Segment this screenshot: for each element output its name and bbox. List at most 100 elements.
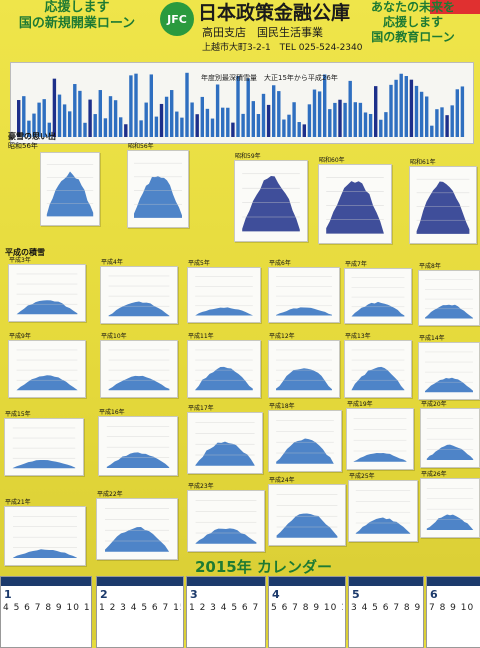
annual-snow-bar xyxy=(129,75,133,137)
snow-chart-year: 平成22年 xyxy=(97,491,123,498)
snow-chart-year: 平成6年 xyxy=(269,260,291,267)
annual-snow-bar xyxy=(292,102,296,137)
calendar-month-number: 1 xyxy=(4,588,12,601)
snow-chart-card: 昭和56年 xyxy=(127,143,189,228)
snow-chart-card: 平成22年 xyxy=(96,491,178,560)
snow-chart-card xyxy=(40,152,100,226)
address: 上越市大町3-2-1 TEL 025-524-2340 xyxy=(202,43,363,53)
header-left-ad: 応援します 国の新規開業ローン xyxy=(2,0,152,32)
annual-snow-bar xyxy=(154,116,159,137)
calendar-month-number: 4 xyxy=(272,588,280,601)
annual-snow-bar xyxy=(27,120,31,137)
annual-snow-bar xyxy=(430,125,434,137)
snow-area-plot xyxy=(242,173,300,232)
snow-area xyxy=(12,459,76,469)
snow-chart-card: 平成17年 xyxy=(187,405,263,474)
annual-snow-bar xyxy=(277,91,281,137)
snow-area xyxy=(108,301,170,317)
calendar-header-bar xyxy=(97,577,183,586)
annual-snow-bar xyxy=(450,105,454,137)
annual-snow-bar xyxy=(460,86,465,137)
annual-snow-bar xyxy=(445,115,449,137)
snow-area-plot xyxy=(108,275,170,317)
annual-snow-bar xyxy=(119,117,123,137)
snow-chart-card: 平成11年 xyxy=(187,333,261,398)
annual-snow-bar xyxy=(353,102,357,137)
snow-area xyxy=(16,375,78,391)
annual-snow-bar xyxy=(333,102,337,137)
snow-area-plot xyxy=(426,488,474,531)
snow-chart-card: 平成12年 xyxy=(268,333,340,398)
snow-area xyxy=(195,441,255,466)
snow-chart-card: 平成6年 xyxy=(268,260,340,323)
snow-area-plot xyxy=(276,420,334,464)
annual-snow-bar xyxy=(139,120,143,137)
annual-snow-bar xyxy=(358,102,363,137)
annual-snow-bar xyxy=(221,107,225,137)
header-right-line-3: 国の教育ローン xyxy=(371,30,455,44)
calendar-days: 5 6 7 8 9 10 11 12 13 14 15 xyxy=(271,603,343,613)
snow-area-plot xyxy=(13,516,77,559)
snow-area-plot xyxy=(195,500,257,544)
annual-snow-bar xyxy=(98,90,102,137)
calendar-month: 5 3 4 5 6 7 8 9 10 11 12 13 xyxy=(348,576,424,648)
annual-snow-bar xyxy=(205,108,210,137)
calendar-month-number: 6 xyxy=(430,588,438,601)
annual-snow-bar xyxy=(210,118,215,137)
snow-area-plot xyxy=(16,349,78,391)
snow-chart-year: 平成12年 xyxy=(269,333,295,340)
annual-snow-bar xyxy=(124,124,128,137)
header-center: JFC 日本政策金融公庫 高田支店 国民生活事業 上越市大町3-2-1 TEL … xyxy=(156,0,363,64)
annual-snow-bar xyxy=(394,79,398,137)
snow-area-plot xyxy=(105,508,169,552)
snow-area xyxy=(351,301,405,317)
header-right-line-2: 応援します xyxy=(382,15,443,29)
snow-area xyxy=(355,517,411,534)
snow-area xyxy=(351,366,405,391)
snow-chart-card: 平成7年 xyxy=(344,261,412,324)
corner-accent xyxy=(430,0,480,14)
annual-snow-bar xyxy=(404,76,408,137)
annual-snow-bar xyxy=(363,112,368,137)
annual-snow-bar xyxy=(22,96,26,137)
snow-area xyxy=(106,452,170,469)
branch-name: 高田支店 国民生活事業 xyxy=(202,26,323,39)
snow-chart-year: 平成10年 xyxy=(101,333,127,340)
snow-chart-year: 平成8年 xyxy=(419,263,441,270)
snow-area xyxy=(195,307,253,316)
snow-chart-card: 昭和59年 xyxy=(234,153,308,242)
header-right-ad: あなたの未来を 応援します 国の教育ローン xyxy=(346,0,480,45)
calendar-month: 2 1 2 3 4 5 6 7 15 16 17 18 19 xyxy=(96,576,184,648)
annual-snow-bar xyxy=(190,102,194,137)
snow-area-plot xyxy=(276,349,332,391)
annual-snow-bar xyxy=(68,111,72,137)
snow-chart-year: 平成15年 xyxy=(5,411,31,418)
annual-snow-bar xyxy=(287,114,291,137)
calendar-header-bar xyxy=(269,577,345,586)
snow-chart-year: 平成7年 xyxy=(345,261,367,268)
snow-area-plot xyxy=(351,349,405,391)
annual-snow-bar xyxy=(374,86,378,137)
header-right-line-1: あなたの未来を xyxy=(370,0,455,14)
annual-snow-bar xyxy=(159,103,164,137)
annual-snow-bar xyxy=(78,90,82,137)
snow-chart-card: 平成16年 xyxy=(98,409,178,476)
annual-snow-bar xyxy=(414,85,419,137)
snow-chart-card: 平成24年 xyxy=(268,477,346,546)
snow-chart-year: 昭和59年 xyxy=(235,153,261,160)
annual-snow-bar xyxy=(52,78,57,137)
annual-snow-bar xyxy=(37,102,41,137)
snow-area-plot xyxy=(276,276,332,316)
snow-chart-year: 平成17年 xyxy=(188,405,214,412)
annual-snow-chart: 年度別最深積雪量 大正15年から平成26年 xyxy=(10,62,474,144)
snow-chart-card: 平成21年 xyxy=(4,499,86,566)
annual-snow-bars xyxy=(17,72,465,137)
annual-snow-bar xyxy=(425,96,429,137)
snow-chart-year: 平成24年 xyxy=(269,477,295,484)
snow-chart-year: 平成5年 xyxy=(188,260,210,267)
calendar-month: 3 1 2 3 4 5 6 7 8 9 10 11 12 xyxy=(186,576,266,648)
annual-snow-bar xyxy=(175,111,179,137)
snow-area-plot xyxy=(16,273,78,315)
annual-snow-bar xyxy=(103,118,108,137)
header-left-line-1: 応援します xyxy=(44,0,110,15)
